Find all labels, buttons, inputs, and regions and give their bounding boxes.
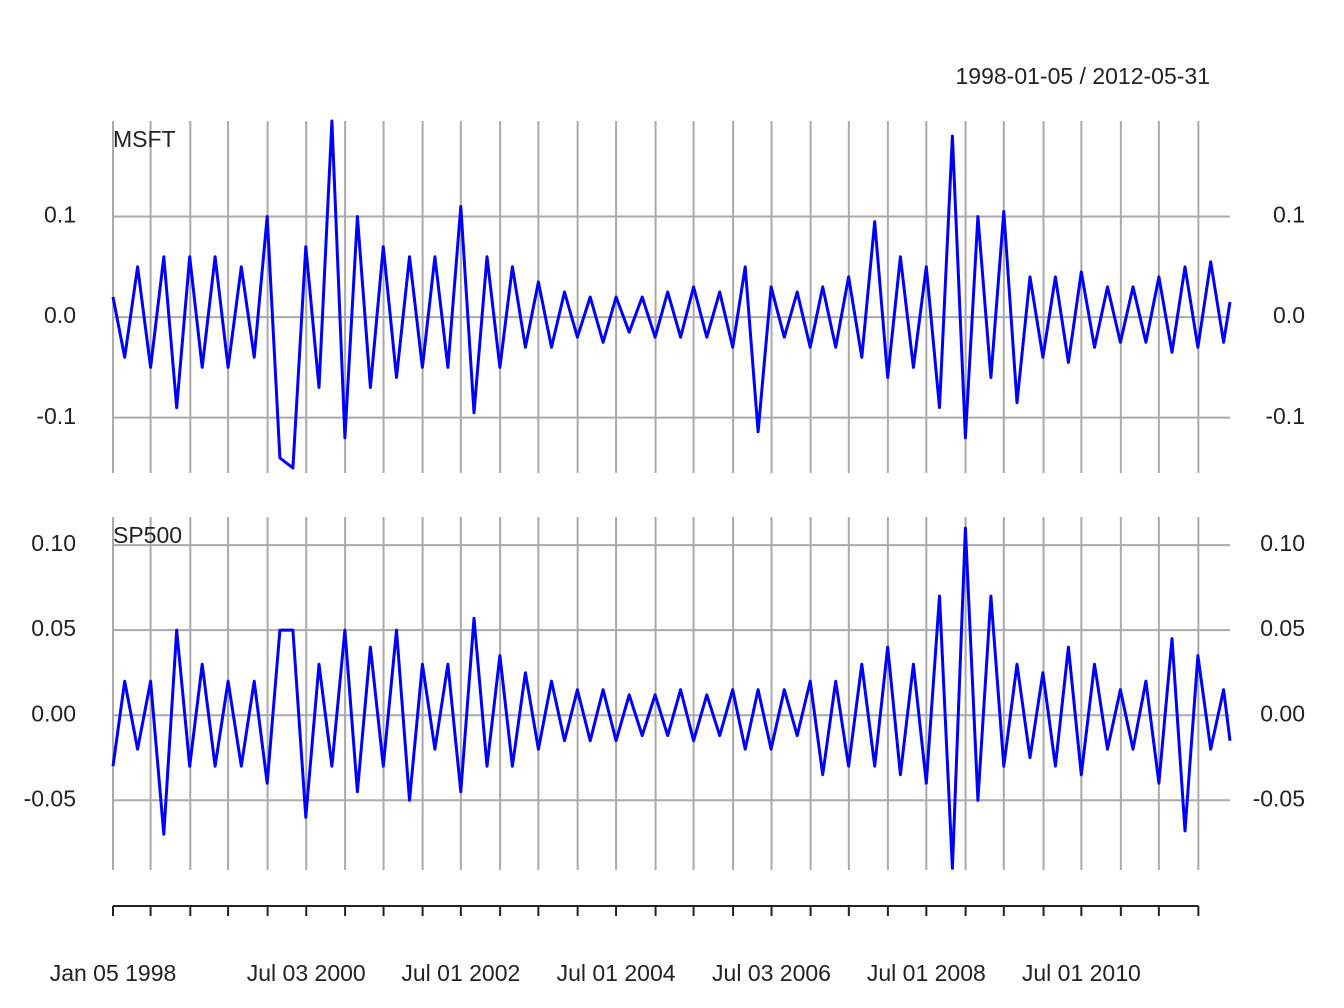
y-tick-label-right: 0.0 [1273,302,1305,328]
y-tick-label: -0.05 [24,785,76,811]
x-tick-label: Jul 01 2002 [401,960,520,986]
x-tick-label: Jul 01 2010 [1022,960,1141,986]
x-tick-label: Jan 05 1998 [50,960,177,986]
y-tick-label: -0.1 [36,403,76,429]
y-tick-label-right: 0.1 [1273,202,1305,228]
panel-label: SP500 [113,522,182,548]
y-tick-label-right: -0.05 [1253,785,1305,811]
series-line [111,119,1232,470]
y-tick-label-right: 0.05 [1260,615,1305,641]
x-tick-label: Jul 03 2006 [712,960,831,986]
x-tick-label: Jul 01 2008 [867,960,986,986]
series-line [111,526,1232,870]
y-tick-label-right: 0.00 [1260,700,1305,726]
y-tick-label: 0.05 [31,615,76,641]
chart-title: 1998-01-05 / 2012-05-31 [956,63,1210,89]
y-tick-label: 0.10 [31,530,76,556]
y-tick-label-right: 0.10 [1260,530,1305,556]
x-tick-label: Jul 03 2000 [247,960,366,986]
y-tick-label: 0.0 [44,302,76,328]
y-tick-label: 0.1 [44,202,76,228]
x-tick-label: Jul 01 2004 [557,960,676,986]
y-tick-label: 0.00 [31,700,76,726]
panel-label: MSFT [113,126,176,152]
y-tick-label-right: -0.1 [1265,403,1305,429]
